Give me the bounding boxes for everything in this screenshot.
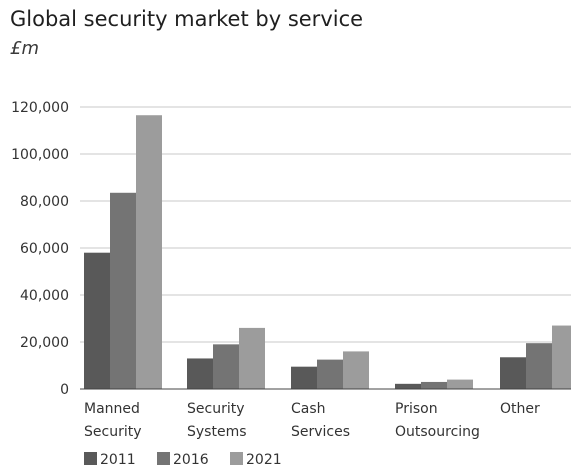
x-category-label: Other (500, 401, 540, 417)
bar-2016 (213, 344, 239, 389)
y-tick-label: 40,000 (20, 288, 69, 304)
bar-2011 (84, 252, 110, 389)
bar-2021 (239, 327, 265, 389)
bar-2016 (421, 381, 447, 389)
legend-swatch-2016 (157, 452, 170, 465)
y-tick-label: 20,000 (20, 335, 69, 351)
legend-swatch-2021 (230, 452, 243, 465)
x-category-label: Manned (84, 401, 140, 417)
x-category-label: Prison (395, 401, 438, 417)
x-category-label: Security (187, 401, 245, 417)
x-category-label: Services (291, 424, 350, 440)
y-tick-label: 60,000 (20, 241, 69, 257)
bar-2011 (395, 383, 421, 389)
y-tick-label: 80,000 (20, 194, 69, 210)
bar-2016 (526, 343, 552, 389)
bar-2021 (136, 115, 162, 389)
x-axis-category-labels: Manned Security Security Systems Cash Service… (84, 401, 540, 440)
bar-2021 (447, 379, 473, 389)
legend: 2011 2016 2021 (84, 452, 282, 468)
x-category-label: Security (84, 424, 142, 440)
bar-2011 (500, 357, 526, 389)
x-category-label: Outsourcing (395, 424, 480, 440)
legend-label-2021: 2021 (246, 452, 282, 468)
bar-2021 (343, 351, 369, 389)
legend-label-2011: 2011 (100, 452, 136, 468)
bar-2016 (110, 192, 136, 389)
chart-subtitle: £m (10, 38, 39, 59)
bar-2011 (291, 366, 317, 389)
bar-2011 (187, 358, 213, 389)
y-axis-tick-labels: 0 20,000 40,000 60,000 80,000 100,000 120,000 (11, 100, 69, 398)
y-tick-label: 0 (60, 382, 69, 398)
y-tick-label: 120,000 (11, 100, 69, 116)
bars (84, 115, 571, 389)
bar-2016 (317, 359, 343, 389)
x-category-label: Cash (291, 401, 326, 417)
chart-title: Global security market by service (10, 7, 364, 31)
legend-swatch-2011 (84, 452, 97, 465)
bar-2021 (552, 325, 571, 389)
legend-label-2016: 2016 (173, 452, 209, 468)
x-category-label: Systems (187, 424, 247, 440)
y-tick-label: 100,000 (11, 147, 69, 163)
